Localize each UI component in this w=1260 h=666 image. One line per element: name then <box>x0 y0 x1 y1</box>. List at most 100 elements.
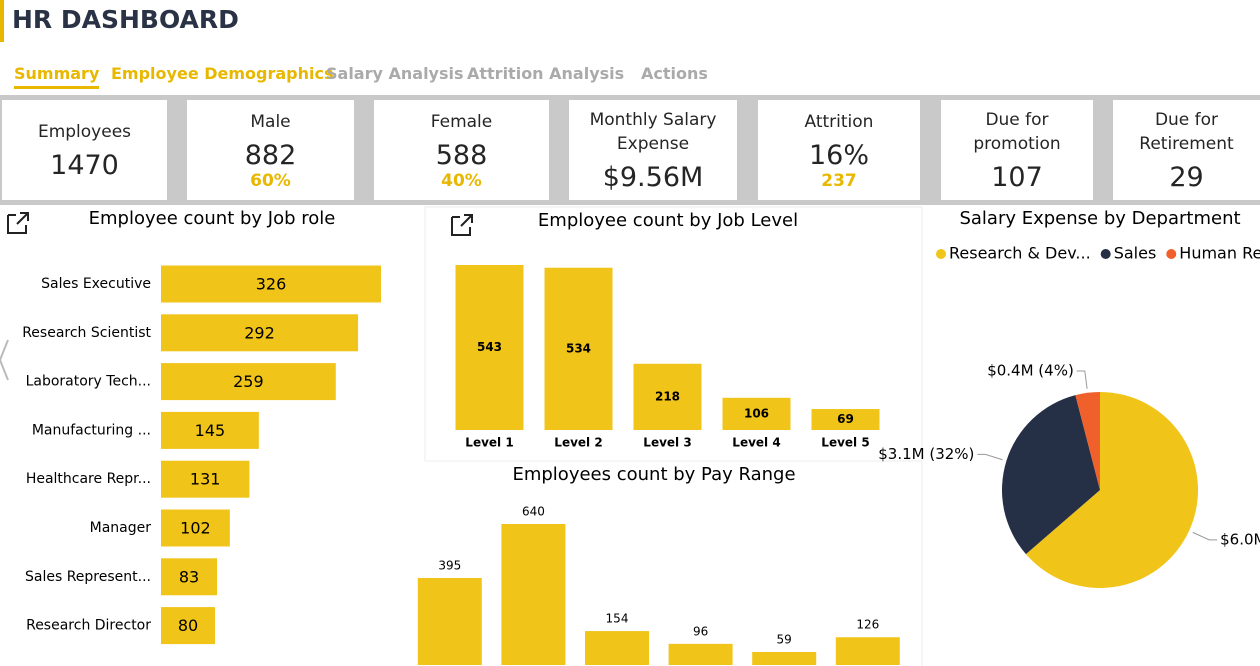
legend-swatch <box>1100 249 1111 259</box>
kpi-label: Male <box>250 111 291 132</box>
data-label: 59 <box>777 633 792 647</box>
bar <box>417 577 482 665</box>
y-tick-label: Sales Represent... <box>25 569 151 585</box>
chart-title: Salary Expense by Department <box>959 208 1240 229</box>
data-label: 259 <box>233 372 264 391</box>
tab[interactable]: Summary <box>14 64 100 89</box>
y-tick-label: Manager <box>90 520 152 536</box>
data-label: 292 <box>244 323 275 342</box>
data-label: $0.4M (4%) <box>987 361 1074 379</box>
bar <box>161 509 230 547</box>
kpi-value: 588 <box>435 139 488 171</box>
legend-label: Sales <box>1114 244 1157 263</box>
chart-title: Employees count by Pay Range <box>512 464 795 485</box>
bar <box>633 363 702 430</box>
data-label: 80 <box>178 616 198 635</box>
data-label: 131 <box>190 470 221 489</box>
kpi-sub: 60% <box>250 170 291 191</box>
kpi-card: Male 882 60% <box>187 100 354 200</box>
y-tick-label: Research Scientist <box>22 325 151 341</box>
kpi-value: 29 <box>1169 161 1204 193</box>
dashboard-title: HR DASHBOARD <box>0 0 239 42</box>
data-label: 83 <box>179 567 199 586</box>
nav-arrow[interactable] <box>0 339 9 381</box>
data-label: 106 <box>744 406 769 420</box>
chart-title: Employee count by Job role <box>89 208 336 229</box>
chart-title: Employee count by Job Level <box>538 210 798 231</box>
tab[interactable]: Actions <box>641 64 708 83</box>
legend-label: Research & Dev... <box>949 244 1091 263</box>
x-tick-label: Level 2 <box>554 436 602 450</box>
x-tick-label: Level 5 <box>821 436 869 450</box>
tab[interactable]: Salary Analysis <box>326 64 464 83</box>
bar <box>501 524 566 665</box>
data-label: $6.0M (63%) <box>1220 530 1260 548</box>
kpi-label: Monthly Salary Expense <box>589 109 717 154</box>
kpi-value: $9.56M <box>602 161 704 193</box>
data-label: 154 <box>606 612 629 626</box>
data-label: 102 <box>180 519 211 538</box>
data-label: 126 <box>856 618 879 632</box>
kpi-value: 882 <box>244 139 297 171</box>
kpi-value: 16% <box>808 139 869 171</box>
bar <box>668 643 733 665</box>
data-label: 69 <box>837 412 854 426</box>
bar <box>752 652 817 665</box>
x-tick-label: Level 4 <box>732 436 780 450</box>
kpi-card: Due for Retirement 29 <box>1113 100 1260 200</box>
kpi-label: Employees <box>37 121 132 142</box>
bar <box>161 363 336 401</box>
data-label: 145 <box>195 421 226 440</box>
y-tick-label: Research Director <box>26 618 151 634</box>
bar <box>811 409 880 430</box>
kpi-label: Female <box>430 111 493 132</box>
leader-line <box>1192 531 1218 541</box>
kpi-card: Due for promotion 107 <box>941 100 1093 200</box>
expand-icon[interactable] <box>7 212 29 234</box>
kpi-sub: 237 <box>821 170 857 191</box>
legend-swatch <box>936 249 946 259</box>
bar <box>161 314 359 352</box>
kpi-row: Employees 1470 Male 882 60% Female 588 40% Month… <box>0 95 1260 205</box>
data-label: 395 <box>438 558 461 572</box>
bar <box>161 558 218 596</box>
x-tick-label: Level 1 <box>465 436 513 450</box>
kpi-label: Attrition <box>804 111 874 132</box>
bar <box>161 265 381 303</box>
data-label: 96 <box>693 624 708 638</box>
kpi-card: Female 588 40% <box>374 100 549 200</box>
kpi-card: Monthly Salary Expense $9.56M <box>569 100 737 200</box>
bar <box>161 460 250 498</box>
leader-line <box>1076 370 1088 389</box>
pie-slice <box>1075 392 1100 490</box>
bar <box>161 411 259 449</box>
kpi-value: 107 <box>991 161 1043 193</box>
y-tick-label: Manufacturing ... <box>32 422 151 438</box>
y-tick-label: Laboratory Tech... <box>26 374 151 390</box>
kpi-card: Employees 1470 <box>2 100 167 200</box>
bar <box>722 397 791 430</box>
tab[interactable]: Attrition Analysis <box>467 64 625 83</box>
data-label: 543 <box>477 340 502 354</box>
tab[interactable]: Employee Demographics <box>111 64 334 83</box>
expand-icon[interactable] <box>451 214 473 236</box>
x-tick-label: Level 3 <box>643 436 691 450</box>
bar <box>544 267 613 430</box>
bar <box>161 607 215 645</box>
data-label: 218 <box>655 389 680 403</box>
bar <box>585 631 649 665</box>
pie-slice <box>1025 392 1198 588</box>
legend-swatch <box>1166 249 1177 259</box>
data-label: 640 <box>522 505 545 519</box>
kpi-label: Due for Retirement <box>1139 109 1234 154</box>
kpi-sub: 40% <box>441 170 482 191</box>
kpi-label: Due for promotion <box>973 109 1061 154</box>
y-tick-label: Sales Executive <box>41 276 151 292</box>
data-label: $3.1M (32%) <box>878 445 974 463</box>
y-tick-label: Healthcare Repr... <box>26 471 151 487</box>
leader-line <box>977 453 1003 461</box>
data-label: 326 <box>256 275 287 294</box>
kpi-card: Attrition 16% 237 <box>758 100 920 200</box>
kpi-value: 1470 <box>50 149 119 181</box>
